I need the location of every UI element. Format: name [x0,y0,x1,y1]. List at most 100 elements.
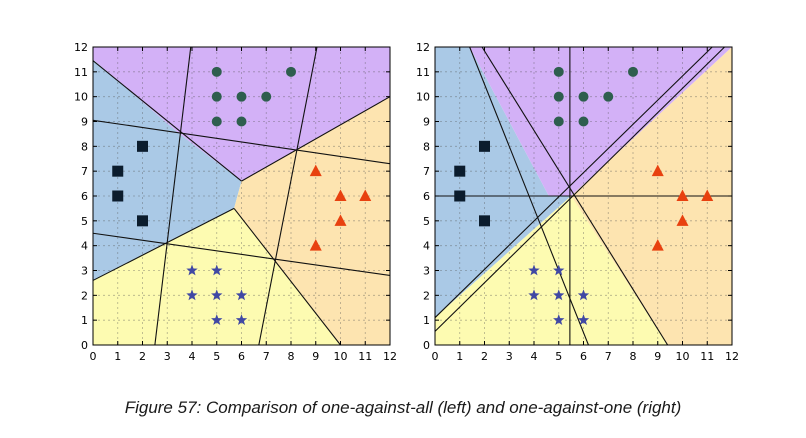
point-circle [236,91,247,102]
y-tick-label: 5 [81,215,88,228]
x-tick-label: 2 [481,350,488,363]
decision-boundary [93,60,242,182]
x-tick-label: 1 [456,350,463,363]
y-tick-label: 9 [81,116,88,129]
x-tick-label: 11 [700,350,714,363]
point-triangle [676,214,689,226]
x-tick-label: 5 [213,350,220,363]
x-tick-label: 0 [432,350,439,363]
y-tick-label: 0 [423,339,430,352]
point-circle [236,116,247,127]
decision-boundary [93,119,390,165]
point-circle [553,116,564,127]
point-star [528,289,540,301]
y-tick-label: 4 [423,240,430,253]
point-star [553,264,565,276]
region-circle [469,47,732,196]
point-circle [603,91,614,102]
point-square [454,190,466,202]
decision-boundary [154,47,192,345]
decision-boundary [241,96,390,182]
y-tick-label: 8 [81,140,88,153]
point-star [553,314,565,326]
y-tick-label: 1 [81,314,88,327]
y-tick-label: 6 [81,190,88,203]
point-square [454,165,466,177]
y-tick-label: 12 [416,41,430,54]
decision-boundary [233,208,341,345]
x-tick-label: 10 [676,350,690,363]
point-triangle [676,189,689,201]
x-tick-label: 1 [114,350,121,363]
x-tick-label: 10 [334,350,348,363]
region-square [93,59,242,281]
point-triangle [309,239,322,251]
point-star [235,289,248,301]
decision-boundary [93,232,390,277]
point-triangle [701,189,714,201]
x-tick-label: 12 [383,350,397,363]
point-triangle [334,189,347,201]
x-tick-label: 6 [580,350,587,363]
x-tick-label: 8 [630,350,637,363]
point-star [235,314,248,326]
point-circle [578,116,589,127]
x-tick-label: 0 [90,350,97,363]
y-tick-label: 3 [81,265,88,278]
x-tick-label: 4 [189,350,196,363]
point-square [137,215,148,227]
y-tick-label: 5 [423,215,430,228]
point-star [211,314,223,326]
y-tick-label: 12 [74,41,88,54]
point-star [577,289,590,301]
y-tick-label: 2 [81,289,88,302]
point-triangle [309,164,322,177]
decision-boundary [481,47,669,345]
y-tick-label: 10 [74,91,88,104]
y-tick-label: 7 [81,165,88,178]
point-triangle [334,214,347,226]
point-circle [553,91,564,102]
decision-boundary [435,47,725,332]
y-tick-label: 1 [423,314,430,327]
point-triangle [651,164,664,177]
point-square [112,190,124,202]
y-tick-label: 8 [423,140,430,153]
point-star [553,289,565,301]
point-circle [286,66,296,77]
x-tick-label: 2 [139,350,146,363]
x-tick-label: 7 [263,350,270,363]
region-circle [93,47,390,182]
point-star [528,264,540,276]
x-tick-label: 4 [531,350,538,363]
plot-area [93,47,390,345]
y-tick-label: 6 [423,190,430,203]
x-tick-label: 6 [238,350,245,363]
x-tick-label: 5 [555,350,562,363]
x-tick-label: 9 [312,350,319,363]
x-tick-label: 11 [358,350,372,363]
x-tick-label: 3 [164,350,171,363]
y-tick-label: 9 [423,116,430,129]
x-tick-label: 7 [605,350,612,363]
point-circle [628,66,638,77]
point-circle [261,91,272,102]
y-tick-label: 3 [423,265,430,278]
point-circle [553,66,564,77]
point-star [211,264,223,276]
x-tick-label: 8 [288,350,295,363]
x-tick-label: 9 [654,350,661,363]
y-tick-label: 7 [423,165,430,178]
point-star [577,314,590,326]
figure-caption: Figure 57: Comparison of one-against-all… [124,398,682,417]
point-star [211,289,223,301]
point-circle [578,91,589,102]
point-circle [211,116,222,127]
region-star [93,208,341,345]
point-circle [211,91,222,102]
region-star [435,196,668,345]
y-tick-label: 4 [81,240,88,253]
